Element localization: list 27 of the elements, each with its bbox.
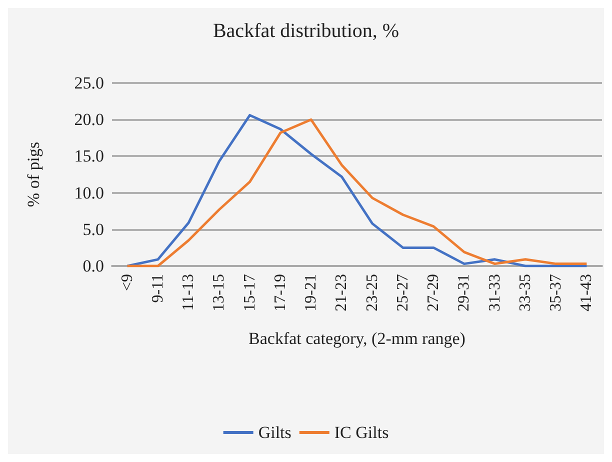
y-axis-title: % of pigs [24, 142, 43, 208]
x-tick-label: 35-37 [548, 274, 565, 312]
x-tick-label: 15-17 [241, 274, 258, 312]
x-axis-title: Backfat category, (2-mm range) [248, 329, 466, 348]
x-tick-label: 11-13 [180, 274, 198, 311]
chart-title: Backfat distribution, % [212, 20, 400, 42]
y-tick-label: 10.0 [74, 183, 104, 202]
x-tick-label: 21-23 [333, 274, 350, 312]
y-tick-label: 25.0 [74, 74, 104, 92]
x-tick-label: 23-25 [364, 274, 381, 312]
x-tick-label: 41-43 [578, 274, 596, 312]
y-tick-label: 0.0 [82, 256, 104, 276]
legend-label: Gilts [258, 423, 292, 442]
x-tick-label: 19-21 [302, 274, 320, 312]
legend-label: IC Gilts [334, 423, 389, 442]
x-tick-label: 29-31 [456, 274, 473, 312]
x-tick-label: 33-35 [516, 274, 534, 312]
x-tick-label: 17-19 [272, 274, 289, 312]
y-tick-label: 20.0 [74, 110, 104, 130]
x-tick-label: 31-33 [486, 274, 504, 312]
y-tick-label: 15.0 [74, 146, 104, 166]
x-tick-label: 13-15 [210, 274, 228, 312]
x-tick-label: <9 [118, 274, 136, 292]
x-tick-label: 25-27 [394, 274, 412, 312]
x-tick-label: 9-11 [149, 274, 166, 303]
y-tick-label: 5.0 [82, 220, 104, 239]
x-tick-label: 27-29 [425, 274, 442, 312]
